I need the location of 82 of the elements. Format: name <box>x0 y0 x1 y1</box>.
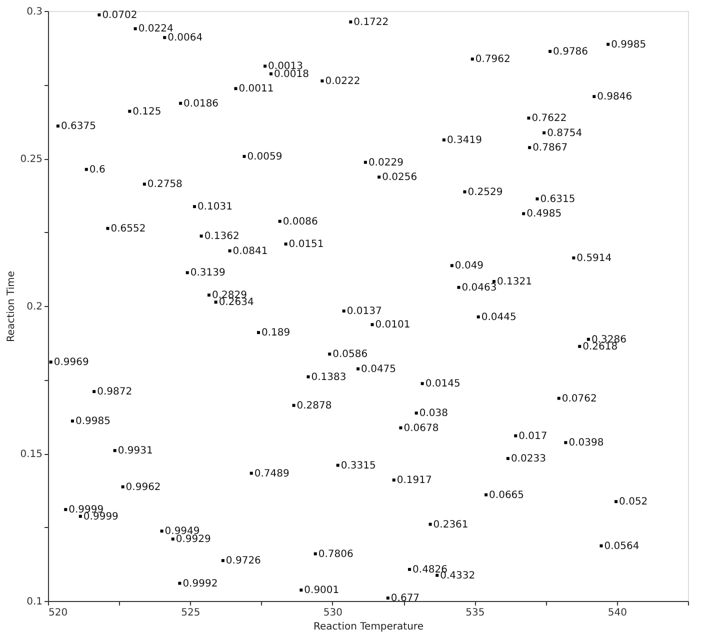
annotation: 0.0678 <box>404 422 439 434</box>
annotation: 0.049 <box>454 260 484 272</box>
annotation: 0.9872 <box>97 386 132 398</box>
x-axis-title: Reaction Temperature <box>314 622 424 632</box>
annotation: 0.0233 <box>510 454 546 465</box>
annotation: 0.0011 <box>238 84 274 95</box>
annotation: 0.9962 <box>126 482 161 493</box>
annotation: 0.2878 <box>296 400 332 412</box>
y-tick-label: 0.2 <box>26 302 42 312</box>
x-tick-label: 530 <box>323 608 342 618</box>
annotation: 0.0398 <box>568 438 604 449</box>
annotation: 0.4332 <box>440 570 476 582</box>
annotation: 0.7867 <box>532 142 568 154</box>
annotation: 0.6552 <box>110 223 146 234</box>
annotation: 0.0702 <box>102 10 138 21</box>
annotation: 0.3139 <box>190 268 226 279</box>
annotation: 0.0475 <box>361 364 396 375</box>
annotation: 0.9992 <box>182 578 218 590</box>
annotation: 0.9969 <box>54 357 89 368</box>
y-tick-label: 0.3 <box>26 6 42 18</box>
annotation: 0.0186 <box>184 98 219 110</box>
annotation: 0.4985 <box>526 208 562 220</box>
annotation: 0.2618 <box>582 341 618 352</box>
annotation: 0.9726 <box>226 556 261 567</box>
annotation: 0.0586 <box>332 349 368 360</box>
annotation: 0.9985 <box>611 39 646 50</box>
annotation: 0.9931 <box>118 446 153 457</box>
annotation: 0.9999 <box>83 511 118 522</box>
annotation: 0.0256 <box>382 172 418 184</box>
annotation: 0.7622 <box>532 113 567 124</box>
annotation: 0.0564 <box>604 540 640 552</box>
annotation: 0.2758 <box>147 179 182 190</box>
y-tick-label: 0.25 <box>20 154 42 165</box>
annotation: 0.038 <box>419 408 448 420</box>
annotation: 0.2361 <box>433 519 468 530</box>
annotation: 0.9985 <box>75 416 110 428</box>
annotation: 0.9786 <box>553 46 588 58</box>
annotation: 0.0137 <box>346 306 382 318</box>
x-tick-label: 535 <box>466 608 485 618</box>
annotation: 0.1383 <box>311 372 346 383</box>
annotation: 0.0151 <box>288 239 324 250</box>
annotation: 0.3419 <box>446 134 482 146</box>
annotation: 0.1917 <box>396 475 432 486</box>
annotation: 0.0145 <box>425 378 460 390</box>
annotation: 0.1362 <box>204 231 240 242</box>
annotation: 0.017 <box>518 430 548 442</box>
annotation: 0.0229 <box>368 157 404 168</box>
y-tick-label: 0.1 <box>26 596 42 608</box>
annotation: 0.0101 <box>375 320 410 331</box>
annotation: 0.2529 <box>468 186 503 198</box>
annotation: 0.0059 <box>247 151 282 162</box>
annotation: 0.7806 <box>318 548 354 560</box>
annotation: 0.0064 <box>168 32 203 44</box>
annotation: 0.3315 <box>340 460 376 472</box>
annotation: 0.9846 <box>597 92 632 103</box>
annotation: 0.0665 <box>489 490 524 501</box>
y-axis-title: Reaction Time <box>6 270 18 342</box>
annotation: 0.7489 <box>254 468 290 480</box>
annotation: 0.189 <box>261 328 290 339</box>
annotation: 0.0841 <box>232 246 268 257</box>
annotation: 0.6375 <box>60 121 96 132</box>
annotation: 0.2634 <box>218 297 254 308</box>
annotation: 0.1321 <box>497 276 532 288</box>
annotation: 0.8754 <box>547 128 582 139</box>
annotation: 0.0445 <box>481 312 516 323</box>
y-tick-label: 0.15 <box>20 449 42 460</box>
annotation: 0.125 <box>132 106 162 118</box>
annotation: 0.1031 <box>197 202 232 213</box>
x-tick-label: 525 <box>181 608 200 618</box>
annotation: 0.1722 <box>354 16 389 28</box>
x-tick-label: 540 <box>608 608 627 618</box>
x-tick-label: 520 <box>48 608 68 618</box>
annotation: 0.6 <box>89 164 106 176</box>
annotation: 0.0463 <box>462 282 497 294</box>
annotation: 0.0086 <box>282 216 318 228</box>
annotation: 0.7962 <box>475 54 510 66</box>
annotation: 0.0762 <box>562 393 597 404</box>
annotation: 0.5914 <box>576 252 612 264</box>
annotation: 0.6315 <box>540 194 576 205</box>
annotation: 0.0222 <box>325 76 360 87</box>
annotation: 0.9001 <box>304 585 340 596</box>
annotation: 0.052 <box>619 496 648 508</box>
